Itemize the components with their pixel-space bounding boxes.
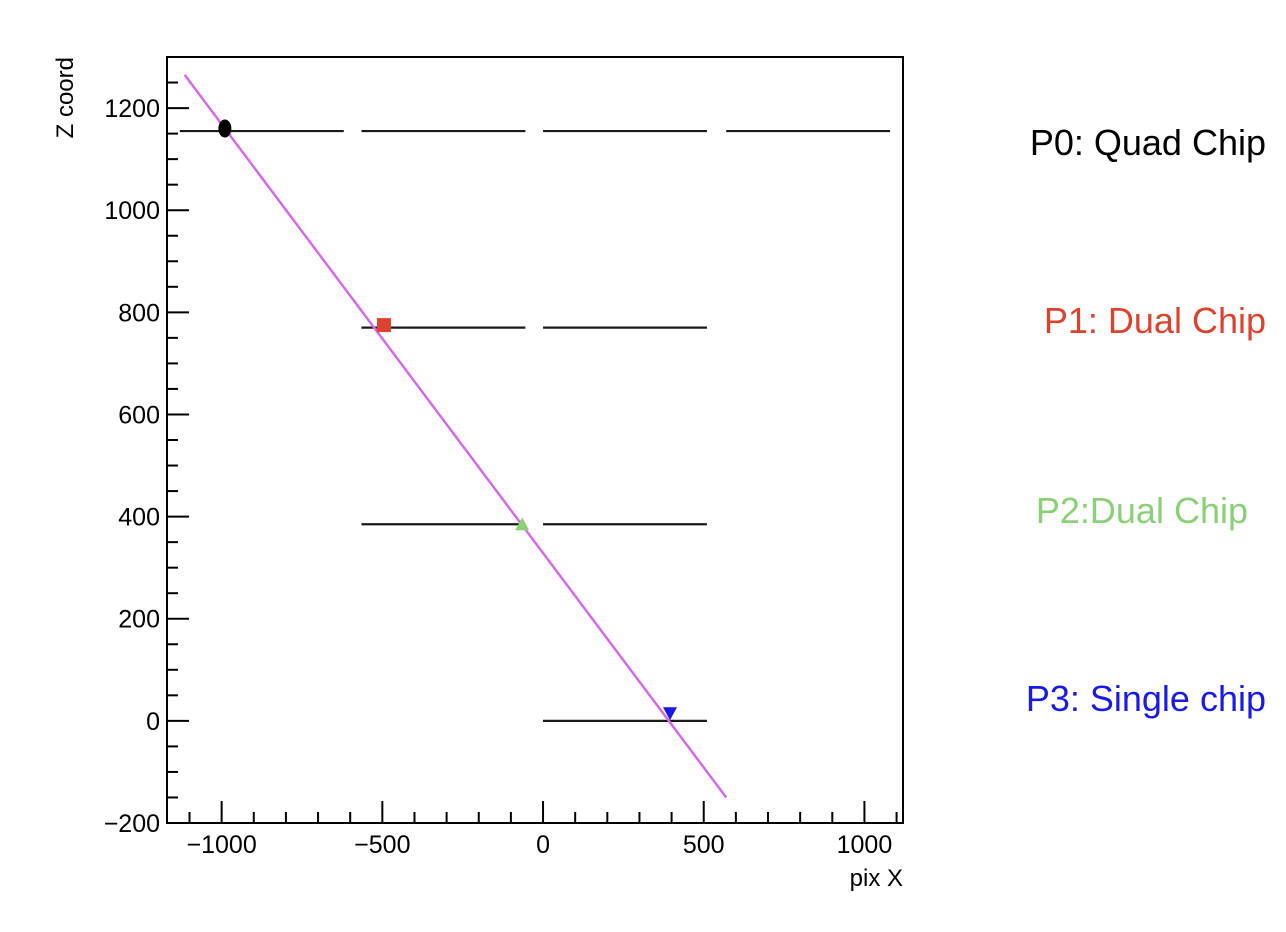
point-p3 — [662, 707, 677, 721]
point-p1 — [376, 318, 391, 333]
x-tick-label: −500 — [354, 831, 410, 859]
y-tick-label: 1000 — [104, 197, 160, 225]
x-tick-label: 1000 — [837, 831, 893, 859]
data-points — [218, 119, 677, 721]
detector-planes — [179, 129, 891, 722]
point-p0 — [218, 119, 232, 138]
y-tick-label: 0 — [146, 708, 160, 736]
plot-frame — [166, 56, 904, 824]
x-tick-label: 0 — [536, 831, 550, 859]
y-tick-label: 600 — [118, 401, 160, 429]
x-tick-label: −1000 — [187, 831, 257, 859]
x-axis-title: pix X — [850, 865, 903, 892]
y-axis: −200 0 200 400 600 800 1000 1200 — [104, 56, 189, 838]
y-tick-label: 1200 — [104, 95, 160, 123]
y-axis-title: Z coord — [52, 57, 79, 138]
x-axis: −1000 −500 0 500 1000 — [187, 801, 898, 859]
y-tick-label: 200 — [118, 606, 160, 634]
legend-label-p3: P3: Single chip — [1025, 678, 1266, 719]
x-tick-label: 500 — [683, 831, 725, 859]
legend-label-p2: P2:Dual Chip — [1035, 490, 1248, 531]
fit-line — [183, 74, 728, 799]
y-tick-label: −200 — [104, 810, 160, 838]
legend-label-p1: P1: Dual Chip — [1043, 300, 1266, 341]
fit-line-layer — [183, 74, 728, 799]
y-tick-label: 800 — [118, 299, 160, 327]
legend-label-p0: P0: Quad Chip — [1029, 122, 1266, 163]
point-p2 — [515, 517, 530, 531]
y-tick-label: 400 — [118, 504, 160, 532]
